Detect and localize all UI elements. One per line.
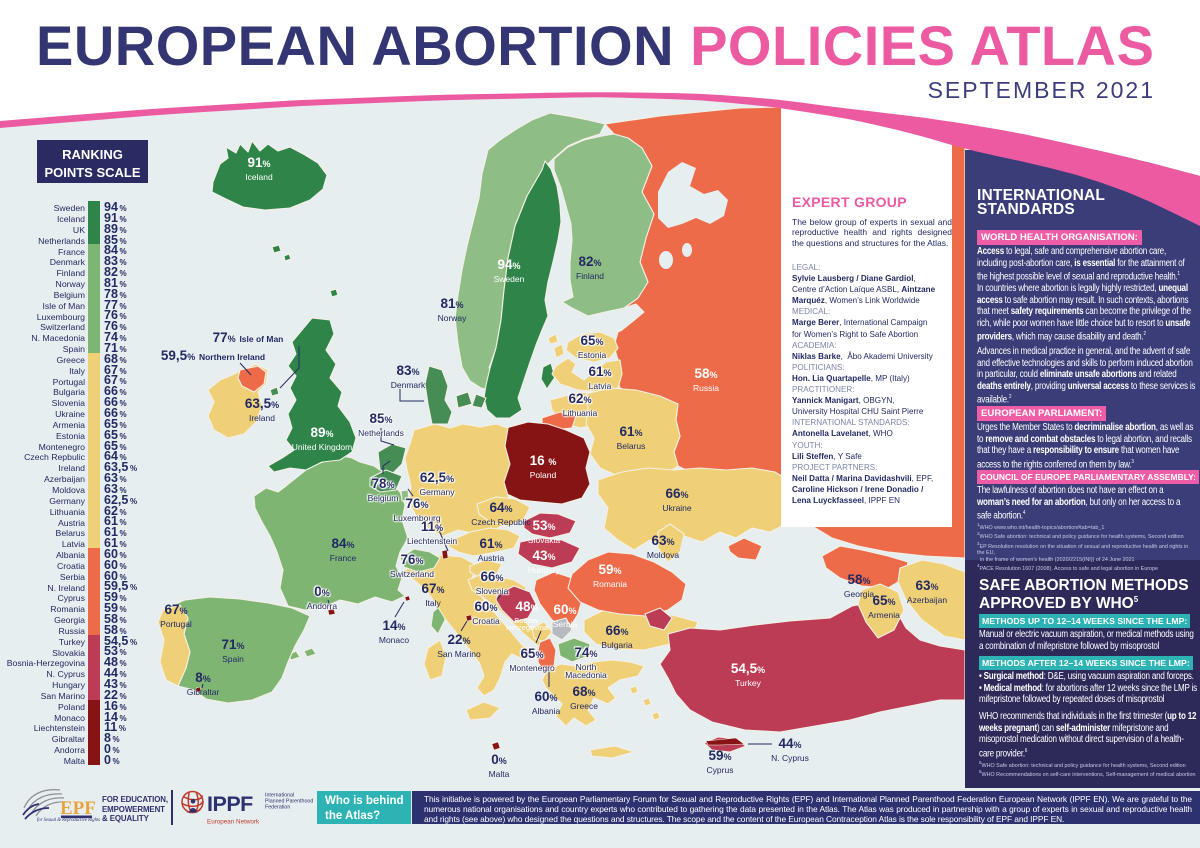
svg-text:Federation: Federation xyxy=(265,805,290,811)
svg-text:EPF: EPF xyxy=(60,798,96,819)
svg-text:for Sexual & Reproductive Righ: for Sexual & Reproductive Rights xyxy=(37,818,100,823)
svg-text:European Network: European Network xyxy=(207,819,260,826)
svg-text:Planned Parenthood: Planned Parenthood xyxy=(265,799,313,805)
svg-text:IPPF: IPPF xyxy=(207,792,253,816)
svg-text:International: International xyxy=(265,793,294,799)
